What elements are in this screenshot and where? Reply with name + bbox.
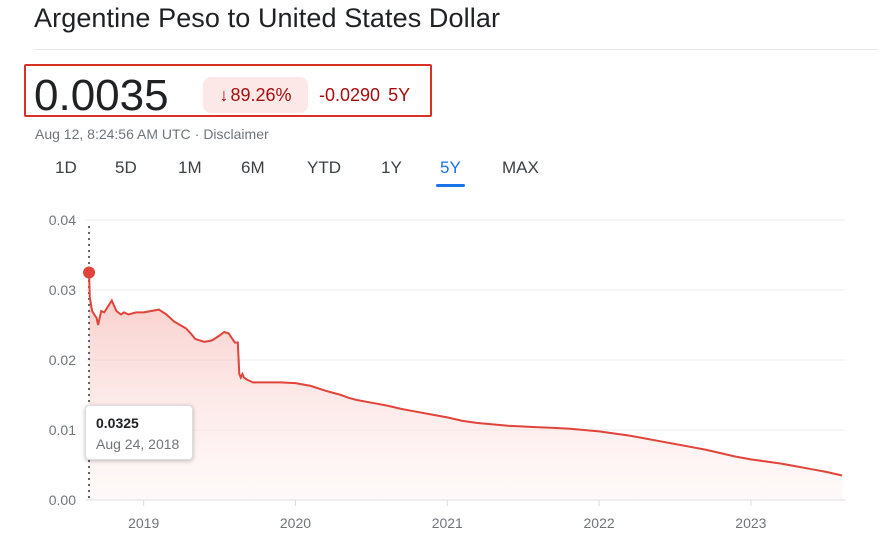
percent-change-badge: ↓ 89.26% (203, 77, 308, 113)
y-tick-label: 0.01 (49, 422, 76, 438)
y-tick-label: 0.03 (49, 282, 76, 298)
tooltip-date: Aug 24, 2018 (96, 436, 180, 452)
range-tabs: 1D 5D 1M 6M YTD 1Y 5Y MAX (0, 156, 878, 190)
page-title: Argentine Peso to United States Dollar (34, 3, 501, 33)
quote-meta: Aug 12, 8:24:56 AM UTC · Disclaimer (35, 126, 269, 142)
tab-6m[interactable]: 6M (241, 158, 265, 177)
chart-tooltip: 0.0325 Aug 24, 2018 (85, 405, 193, 460)
tooltip-value: 0.0325 (96, 415, 139, 431)
x-tick-label: 2021 (432, 515, 463, 531)
percent-change-value: 89.26% (230, 85, 292, 105)
x-tick-label: 2023 (735, 515, 766, 531)
tab-max[interactable]: MAX (502, 158, 539, 177)
tab-1y[interactable]: 1Y (381, 158, 402, 177)
x-tick-label: 2020 (280, 515, 311, 531)
tab-5d[interactable]: 5D (115, 158, 137, 177)
price-highlight-box (24, 64, 432, 117)
y-tick-label: 0.02 (49, 352, 76, 368)
current-price: 0.0035 (34, 71, 169, 120)
change-period: 5Y (388, 85, 411, 105)
disclaimer-link[interactable]: Disclaimer (203, 126, 269, 142)
timestamp: Aug 12, 8:24:56 AM UTC (35, 126, 191, 142)
x-tick-label: 2022 (584, 515, 615, 531)
hover-point (83, 266, 96, 279)
absolute-change-value: -0.0290 (319, 85, 381, 105)
header-divider (34, 49, 878, 50)
tab-ytd[interactable]: YTD (307, 158, 341, 177)
absolute-change: -0.0290 5Y (319, 77, 410, 113)
tab-1d[interactable]: 1D (55, 158, 77, 177)
down-arrow-icon: ↓ (219, 85, 229, 105)
price-area (89, 272, 842, 500)
price-line (88, 272, 843, 477)
y-tick-label: 0.00 (49, 492, 76, 508)
y-tick-label: 0.04 (49, 212, 76, 228)
meta-separator: · (194, 126, 200, 142)
y-axis-ticks: 0.04 0.03 0.02 0.01 0.00 (49, 212, 76, 508)
tab-1m[interactable]: 1M (178, 158, 202, 177)
x-axis-ticks: 2019 2020 2021 2022 2023 (128, 500, 767, 531)
x-tick-label: 2019 (128, 515, 159, 531)
tab-5y[interactable]: 5Y (436, 156, 465, 187)
